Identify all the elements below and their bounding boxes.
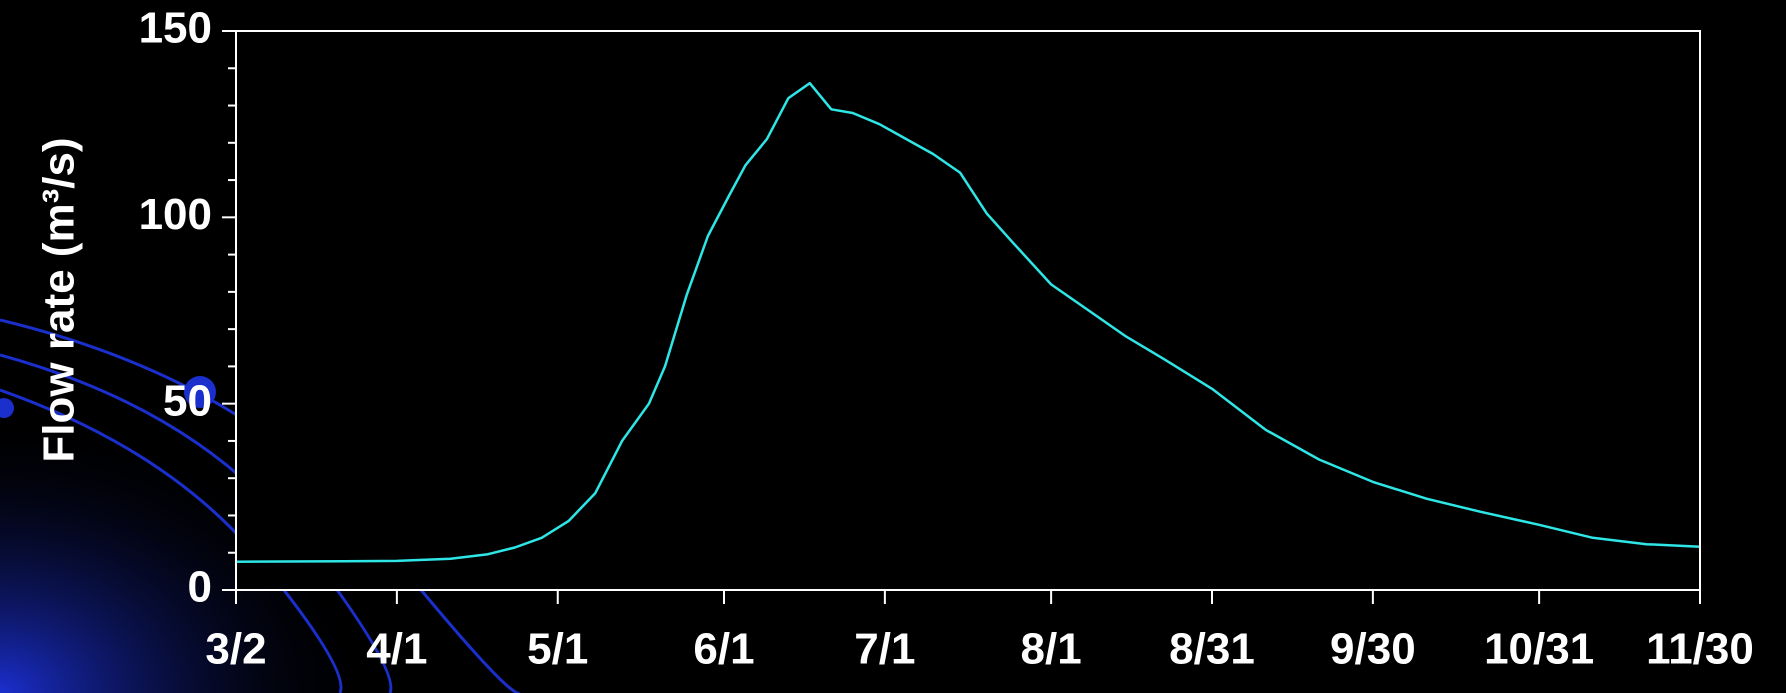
plot-area [236, 31, 1700, 590]
x-tick-label: 3/2 [205, 625, 266, 674]
x-tick-label: 11/30 [1646, 625, 1754, 674]
x-tick-label: 9/30 [1330, 625, 1416, 674]
y-tick-label: 100 [139, 190, 212, 239]
decor-dot [184, 376, 216, 408]
y-tick-label: 0 [188, 563, 212, 612]
plot-frame [235, 30, 1701, 591]
x-tick-label: 8/31 [1169, 625, 1255, 674]
x-tick-label: 4/1 [366, 625, 427, 674]
x-tick-label: 5/1 [527, 625, 588, 674]
y-tick-label: 50 [163, 376, 212, 425]
y-tick-label: 150 [139, 4, 212, 53]
y-axis-label: Flow rate (m³/s) [35, 137, 84, 462]
x-tick-label: 10/31 [1484, 625, 1594, 674]
flow-line [235, 81, 1701, 563]
x-tick-label: 7/1 [854, 625, 915, 674]
decor-dot [0, 398, 14, 418]
x-tick-label: 8/1 [1021, 625, 1082, 674]
x-tick-label: 6/1 [693, 625, 754, 674]
